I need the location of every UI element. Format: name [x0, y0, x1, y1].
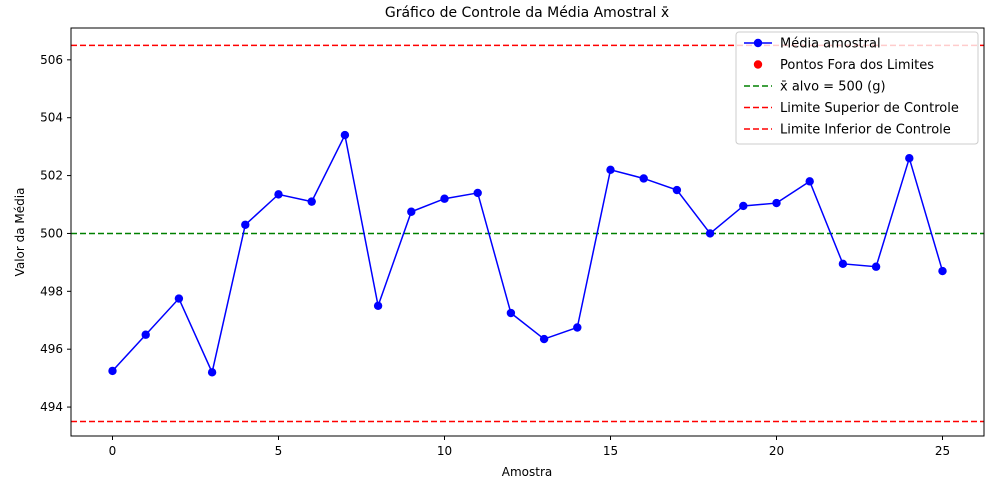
legend-label: Pontos Fora dos Limites — [780, 58, 934, 73]
y-tick-label: 502 — [40, 169, 63, 183]
data-point — [606, 165, 615, 174]
data-point — [871, 262, 881, 271]
data-point — [274, 190, 283, 199]
data-point — [307, 197, 316, 206]
x-tick-label: 5 — [275, 444, 283, 458]
y-tick-label: 500 — [40, 226, 63, 240]
y-tick-label: 498 — [40, 284, 63, 298]
legend-label: Média amostral — [780, 37, 881, 52]
data-point — [938, 266, 947, 276]
x-tick-label: 10 — [437, 444, 452, 458]
data-point — [207, 368, 217, 377]
x-axis-ticks: 0 5 10 15 20 25 — [109, 436, 950, 458]
data-point — [506, 308, 516, 318]
data-point — [772, 198, 781, 208]
legend-box — [735, 31, 979, 145]
legend-label: x̄ alvo = 500 (g) — [780, 80, 886, 95]
data-point — [373, 301, 383, 310]
legend-label: Limite Superior de Controle — [780, 101, 959, 116]
y-axis-label: Valor da Média — [13, 188, 27, 277]
data-point — [407, 207, 416, 216]
data-point — [141, 330, 150, 339]
y-tick-label: 496 — [40, 342, 63, 356]
data-point — [705, 229, 715, 238]
data-point — [905, 154, 914, 163]
plot-frame — [70, 27, 985, 437]
data-point — [739, 201, 748, 211]
data-point — [573, 323, 582, 332]
data-point — [340, 130, 350, 140]
data-point — [473, 188, 482, 198]
data-point — [174, 294, 184, 303]
x-tick-label: 15 — [603, 444, 618, 458]
data-point — [805, 177, 814, 186]
x-axis-label: Amostra — [502, 465, 552, 479]
data-point — [672, 185, 682, 195]
legend: Média amostral Pontos Fora dos Limites x̄ … — [735, 31, 979, 145]
x-tick-label: 0 — [109, 444, 117, 458]
data-point — [108, 366, 117, 376]
y-tick-label: 506 — [40, 53, 63, 67]
x-tick-label: 25 — [935, 444, 950, 458]
legend-label: Limite Inferior de Controle — [780, 123, 951, 138]
data-point — [639, 174, 648, 183]
x-tick-label: 20 — [769, 444, 784, 458]
data-point — [440, 194, 449, 203]
data-point — [241, 220, 250, 229]
y-tick-label: 494 — [40, 400, 63, 414]
legend-marker — [753, 38, 763, 48]
y-axis-ticks: 494 496 498 500 502 504 506 — [40, 53, 71, 414]
series-line-0 — [111, 132, 944, 375]
y-tick-label: 504 — [40, 111, 63, 125]
series-layer — [108, 130, 947, 377]
chart-title: Gráfico de Controle da Média Amostral x̄ — [385, 5, 669, 21]
data-point — [539, 334, 549, 344]
legend-marker — [753, 60, 763, 69]
data-point — [838, 259, 848, 269]
